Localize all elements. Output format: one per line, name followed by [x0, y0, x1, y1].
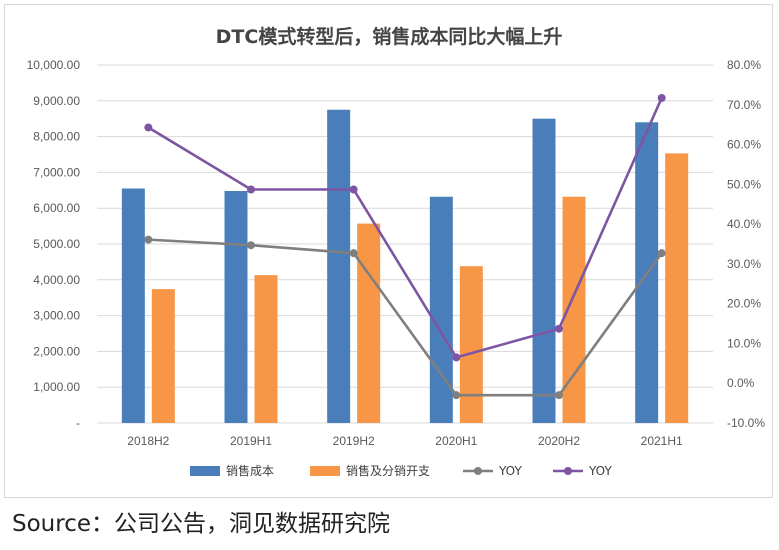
bars [121, 109, 689, 423]
series-point [349, 185, 358, 194]
x-tick-label: 2019H2 [333, 434, 375, 448]
left-tick-label: 2,000.00 [33, 344, 80, 358]
x-axis: 2018H2 2019H1 2019H2 2020H1 2020H2 2021H1 [127, 434, 683, 448]
bar [357, 223, 381, 423]
lines [144, 94, 666, 400]
right-tick-label: 20.0% [727, 297, 761, 311]
series-point [349, 249, 358, 258]
legend-marker [474, 467, 482, 475]
series-line [147, 97, 663, 359]
left-tick-label: 4,000.00 [33, 273, 80, 287]
right-axis: -10.0% 0.0% 10.0% 20.0% 30.0% 40.0% 50.0% 60.0%… [727, 58, 765, 430]
series-point [452, 391, 461, 400]
right-tick-label: -10.0% [727, 416, 765, 430]
series-point [452, 353, 461, 362]
left-tick-label: 6,000.00 [33, 201, 80, 215]
right-tick-label: 10.0% [727, 336, 761, 350]
legend-marker [564, 467, 572, 475]
gridlines [97, 64, 713, 424]
bar [532, 118, 556, 423]
left-tick-label: 10,000.00 [27, 58, 81, 72]
series-line [148, 238, 663, 397]
series-point [247, 185, 255, 194]
right-tick-label: 70.0% [727, 98, 761, 112]
bar [151, 289, 175, 423]
right-tick-label: 60.0% [727, 138, 761, 152]
legend-swatch [190, 466, 220, 476]
bar [224, 191, 248, 423]
left-tick-label: 1,000.00 [33, 380, 80, 394]
x-tick-label: 2020H1 [435, 434, 477, 448]
bar [254, 275, 278, 423]
series-point [144, 123, 153, 132]
bar [665, 153, 689, 423]
bar [121, 188, 145, 423]
right-tick-label: 50.0% [727, 177, 761, 191]
left-tick-label: 9,000.00 [33, 94, 80, 108]
series-point [555, 324, 563, 333]
bar [562, 196, 586, 423]
right-tick-label: 0.0% [727, 376, 755, 390]
series-point [555, 391, 563, 400]
left-tick-label: 5,000.00 [33, 237, 80, 251]
series-point [247, 241, 255, 250]
left-tick-label: - [76, 416, 80, 430]
source-note: Source：公司公告，洞见数据研究院 [12, 511, 390, 537]
series-point [144, 235, 153, 244]
chart-frame: DTC模式转型后，销售成本同比大幅上升 - 1,000.00 2,000.00 3,0… [4, 4, 773, 498]
left-axis: - 1,000.00 2,000.00 3,000.00 4,000.00 5,000.0… [27, 58, 81, 430]
legend-label: 销售及分销开支 [346, 463, 430, 478]
x-tick-label: 2019H1 [230, 434, 272, 448]
left-tick-label: 3,000.00 [33, 309, 80, 323]
right-tick-label: 80.0% [727, 58, 761, 72]
bar [429, 196, 453, 423]
x-tick-label: 2020H2 [538, 434, 580, 448]
bar [327, 109, 351, 423]
legend: 销售成本 销售及分销开支 YOY YOY [190, 463, 612, 478]
legend-label: 销售成本 [226, 463, 274, 478]
x-tick-label: 2018H2 [127, 434, 169, 448]
chart-svg: DTC模式转型后，销售成本同比大幅上升 - 1,000.00 2,000.00 3,0… [27, 25, 766, 478]
series-point [657, 249, 666, 258]
legend-label: YOY [588, 464, 612, 478]
right-tick-label: 30.0% [727, 257, 761, 271]
chart-title: DTC模式转型后，销售成本同比大幅上升 [216, 25, 563, 48]
bar [459, 266, 483, 423]
series-point [657, 94, 666, 103]
left-tick-label: 8,000.00 [33, 130, 80, 144]
right-tick-label: 40.0% [727, 217, 761, 231]
legend-label: YOY [498, 464, 522, 478]
left-tick-label: 7,000.00 [33, 165, 80, 179]
x-tick-label: 2021H1 [641, 434, 683, 448]
legend-swatch [310, 466, 340, 476]
